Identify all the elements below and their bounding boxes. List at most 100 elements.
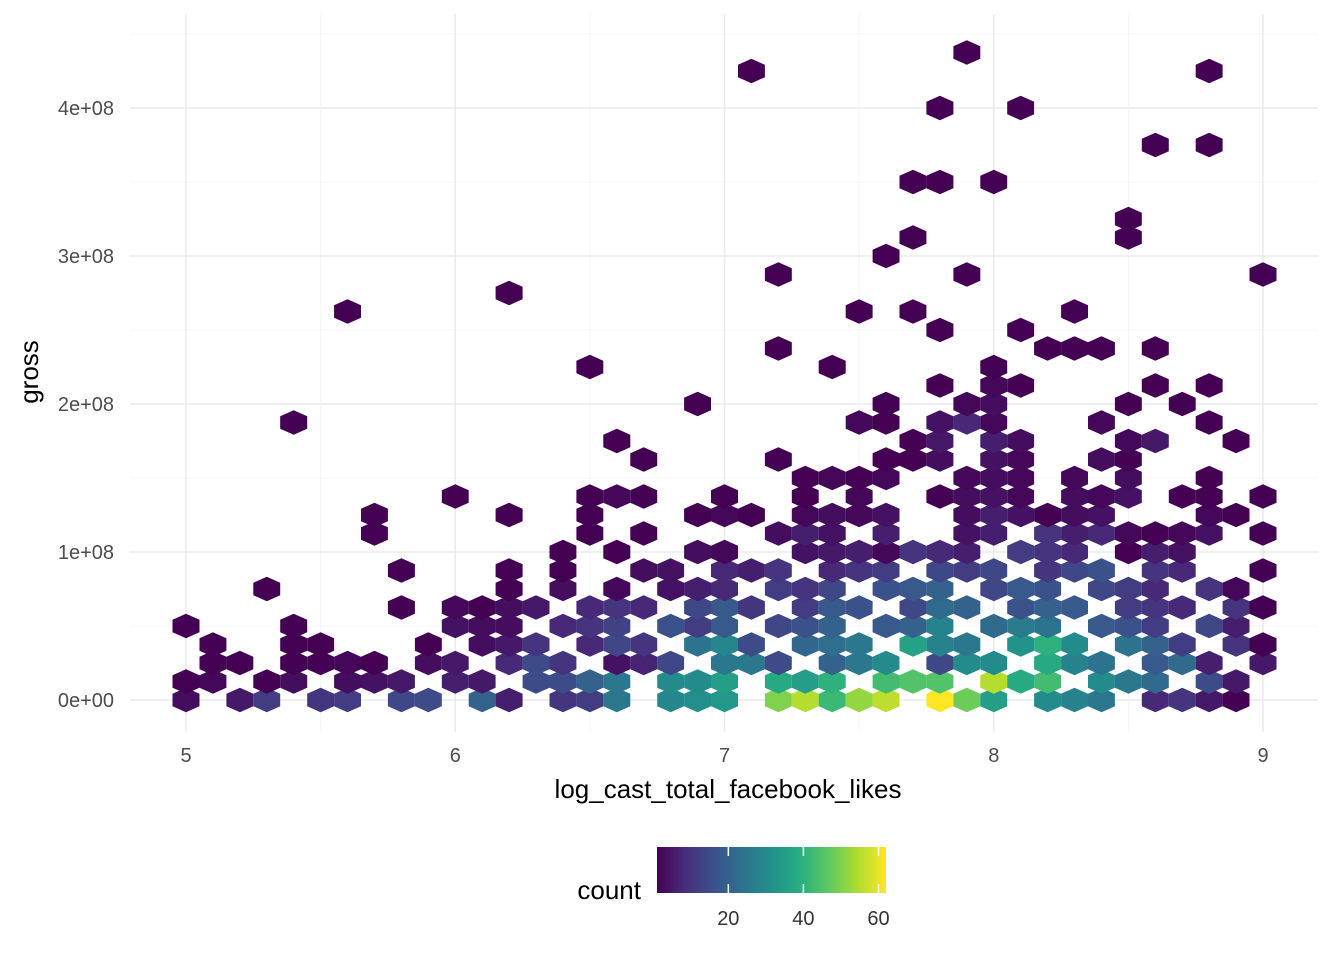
hex-cell — [1249, 632, 1277, 657]
y-tick-label: 3e+08 — [58, 246, 114, 268]
hex-cell — [818, 521, 846, 546]
hex-cell — [1088, 521, 1115, 546]
hex-cell — [414, 632, 442, 657]
hex-cell — [872, 447, 900, 472]
hex-cell — [818, 613, 846, 639]
hex-cell — [899, 632, 927, 657]
hex-cell — [1168, 484, 1196, 509]
hex-cell — [1007, 539, 1035, 565]
hex-cell — [495, 632, 523, 657]
y-axis-ticks: 0e+00 1e+08 2e+08 3e+08 4e+08 — [58, 98, 114, 712]
hex-cell — [711, 576, 738, 602]
hex-cell — [1195, 687, 1223, 713]
hex-cell — [1141, 687, 1169, 713]
hex-cell — [1195, 58, 1223, 84]
hex-cell — [1114, 669, 1142, 694]
hex-cell — [818, 539, 846, 565]
y-tick-label: 1e+08 — [58, 542, 114, 564]
hex-cell — [872, 410, 900, 435]
hex-cell — [872, 687, 900, 713]
hex-cell — [495, 280, 523, 306]
hex-cell — [414, 687, 442, 713]
hex-cell — [1088, 502, 1115, 528]
legend-title: count — [577, 875, 641, 905]
hex-cell — [522, 669, 550, 694]
hex-cell — [845, 484, 873, 509]
hex-cell — [791, 539, 819, 565]
hex-cell — [953, 558, 981, 583]
hex-cell — [603, 539, 631, 565]
hex-cell — [253, 687, 281, 713]
hex-cell — [1007, 317, 1035, 343]
hex-cell — [899, 613, 927, 639]
hex-cell — [199, 669, 227, 694]
hex-cell — [980, 373, 1008, 398]
hex-cell — [1195, 465, 1223, 491]
hex-cell — [603, 428, 631, 454]
x-axis-title: log_cast_total_facebook_likes — [555, 774, 902, 804]
hex-cell — [926, 317, 954, 343]
hex-cell — [280, 632, 308, 657]
hex-cell — [657, 650, 685, 676]
hex-cell — [1141, 558, 1169, 583]
hex-cell — [1195, 373, 1223, 398]
hex-cell — [738, 632, 765, 657]
hex-cell — [1114, 206, 1142, 232]
hex-cell — [711, 502, 738, 528]
hex-cell — [1141, 336, 1169, 361]
hex-cell — [818, 687, 846, 713]
hex-cell — [738, 595, 765, 620]
hex-cell — [1141, 632, 1169, 657]
hex-cell — [630, 484, 658, 509]
hex-cell — [791, 595, 819, 620]
hex-cell — [899, 169, 927, 195]
hex-cell — [899, 447, 927, 472]
hex-cell — [1168, 558, 1196, 583]
hex-cell — [657, 613, 685, 639]
hex-cell — [980, 428, 1008, 454]
hex-cell — [980, 447, 1008, 472]
hex-cell — [1141, 373, 1169, 398]
hex-cell — [657, 576, 685, 602]
hex-cell — [226, 687, 254, 713]
hex-cell — [522, 632, 550, 657]
hex-cell — [280, 669, 308, 694]
hex-cell — [603, 650, 631, 676]
hex-cell — [1007, 484, 1035, 509]
hex-cell — [1249, 484, 1277, 509]
hex-cell — [899, 576, 927, 602]
hex-cell — [1007, 465, 1035, 491]
hex-cell — [603, 484, 631, 509]
legend-tick-label: 40 — [792, 908, 814, 930]
hex-cell — [1114, 225, 1142, 250]
hex-cell — [603, 613, 631, 639]
hex-cell — [657, 669, 685, 694]
legend-tick-label: 60 — [867, 908, 889, 930]
hex-cell — [1114, 521, 1142, 546]
hex-cell — [1034, 576, 1062, 602]
hex-cell — [549, 539, 577, 565]
hex-cell — [495, 687, 523, 713]
hex-cell — [1034, 539, 1062, 565]
hex-cell — [1195, 132, 1223, 158]
hex-cell — [1088, 576, 1115, 602]
hex-cell — [1088, 613, 1115, 639]
hex-cell — [926, 632, 954, 657]
hex-cell — [845, 687, 873, 713]
hex-cell — [1222, 595, 1250, 620]
hex-cell — [576, 669, 604, 694]
hex-cell — [926, 373, 954, 398]
hex-cell — [1061, 687, 1088, 713]
y-tick-label: 4e+08 — [58, 98, 114, 120]
hex-cell — [845, 595, 873, 620]
hexbin-cells — [172, 40, 1277, 713]
hex-cell — [980, 465, 1008, 491]
hex-cell — [711, 558, 738, 583]
hex-cell — [1114, 613, 1142, 639]
hex-cell — [468, 595, 496, 620]
hex-cell — [684, 632, 711, 657]
hex-cell — [1034, 558, 1062, 583]
hex-cell — [576, 484, 604, 509]
legend-ticks: 20 40 60 — [717, 847, 890, 930]
hex-cell — [872, 613, 900, 639]
